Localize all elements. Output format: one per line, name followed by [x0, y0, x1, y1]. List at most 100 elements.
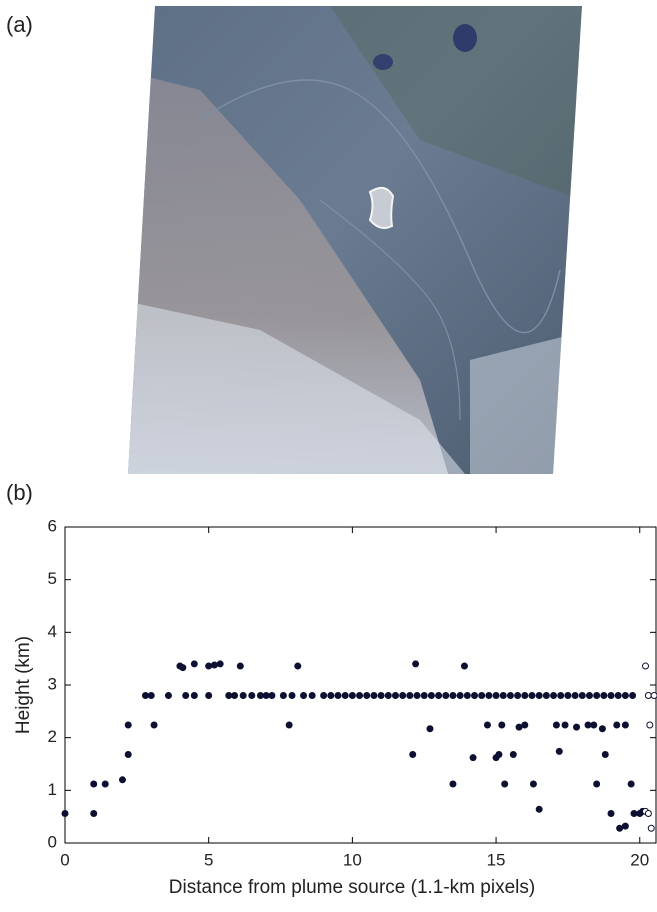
data-point: [348, 692, 356, 700]
data-point: [288, 692, 296, 700]
data-point: [300, 692, 308, 700]
data-point: [239, 692, 247, 700]
data-point: [205, 662, 213, 670]
data-point: [456, 692, 464, 700]
data-point: [262, 692, 270, 700]
data-point: [627, 780, 635, 788]
data-point: [216, 660, 224, 668]
data-point: [179, 664, 187, 672]
data-point: [485, 692, 493, 700]
data-point: [573, 723, 581, 731]
y-tick-label: 6: [48, 516, 57, 535]
data-point: [483, 721, 491, 729]
data-point: [521, 721, 529, 729]
data-point: [205, 692, 213, 700]
data-point: [124, 721, 132, 729]
data-point: [308, 692, 316, 700]
panel-label: (b): [6, 480, 33, 505]
data-point: [190, 692, 198, 700]
data-point: [552, 721, 560, 729]
data-point: [498, 721, 506, 729]
data-point: [442, 692, 450, 700]
data-point: [644, 810, 652, 818]
data-point: [495, 751, 503, 759]
data-point: [593, 692, 601, 700]
y-tick-label: 2: [48, 727, 57, 746]
data-point: [492, 692, 500, 700]
data-point: [377, 692, 385, 700]
data-point: [501, 780, 509, 788]
data-point: [535, 692, 543, 700]
data-point: [61, 810, 69, 818]
data-point: [412, 660, 420, 668]
data-point: [555, 747, 563, 755]
data-point: [118, 776, 126, 784]
data-point: [644, 692, 652, 700]
data-point: [248, 692, 256, 700]
data-point: [420, 692, 428, 700]
data-point: [236, 662, 244, 670]
data-point: [363, 692, 371, 700]
data-point: [584, 721, 592, 729]
data-point: [621, 721, 629, 729]
data-point: [190, 660, 198, 668]
data-point: [478, 692, 486, 700]
data-point: [607, 692, 615, 700]
y-tick-label: 0: [48, 832, 57, 851]
data-point: [601, 751, 609, 759]
data-point: [593, 780, 601, 788]
x-tick-label: 0: [60, 850, 69, 869]
data-point: [642, 662, 650, 670]
data-point: [463, 692, 471, 700]
data-point: [650, 692, 657, 700]
data-point: [90, 780, 98, 788]
data-point: [515, 723, 523, 731]
data-point: [334, 692, 342, 700]
data-point: [320, 692, 328, 700]
data-point: [629, 692, 637, 700]
data-point: [613, 721, 621, 729]
data-point: [499, 692, 507, 700]
data-point: [578, 692, 586, 700]
data-point: [571, 692, 579, 700]
data-point: [647, 824, 655, 832]
data-point: [182, 692, 190, 700]
data-point: [370, 692, 378, 700]
data-point: [600, 692, 608, 700]
y-tick-label: 1: [48, 780, 57, 799]
x-axis-label: Distance from plume source (1.1-km pixel…: [169, 877, 535, 898]
data-point: [406, 692, 414, 700]
data-point: [101, 780, 109, 788]
data-point: [614, 692, 622, 700]
data-point: [529, 780, 537, 788]
x-tick-label: 15: [487, 850, 506, 869]
data-point: [598, 725, 606, 733]
data-point: [471, 692, 479, 700]
data-point: [327, 692, 335, 700]
data-point: [399, 692, 407, 700]
data-point: [621, 822, 629, 830]
data-point: [449, 692, 457, 700]
data-point: [449, 780, 457, 788]
data-point: [542, 692, 550, 700]
satellite-image: [128, 6, 582, 474]
data-point: [621, 692, 629, 700]
data-point: [557, 692, 565, 700]
data-point: [164, 692, 172, 700]
data-point: [509, 751, 517, 759]
data-point: [124, 751, 132, 759]
data-point: [384, 692, 392, 700]
data-point: [210, 661, 218, 669]
data-point: [469, 754, 477, 762]
data-point: [646, 721, 654, 729]
data-point: [607, 810, 615, 818]
data-point: [391, 692, 399, 700]
data-point: [90, 810, 98, 818]
x-tick-label: 10: [343, 850, 362, 869]
data-point: [150, 721, 158, 729]
panel-label: (a): [6, 12, 33, 37]
data-point: [435, 692, 443, 700]
data-point: [356, 692, 364, 700]
data-point: [561, 721, 569, 729]
